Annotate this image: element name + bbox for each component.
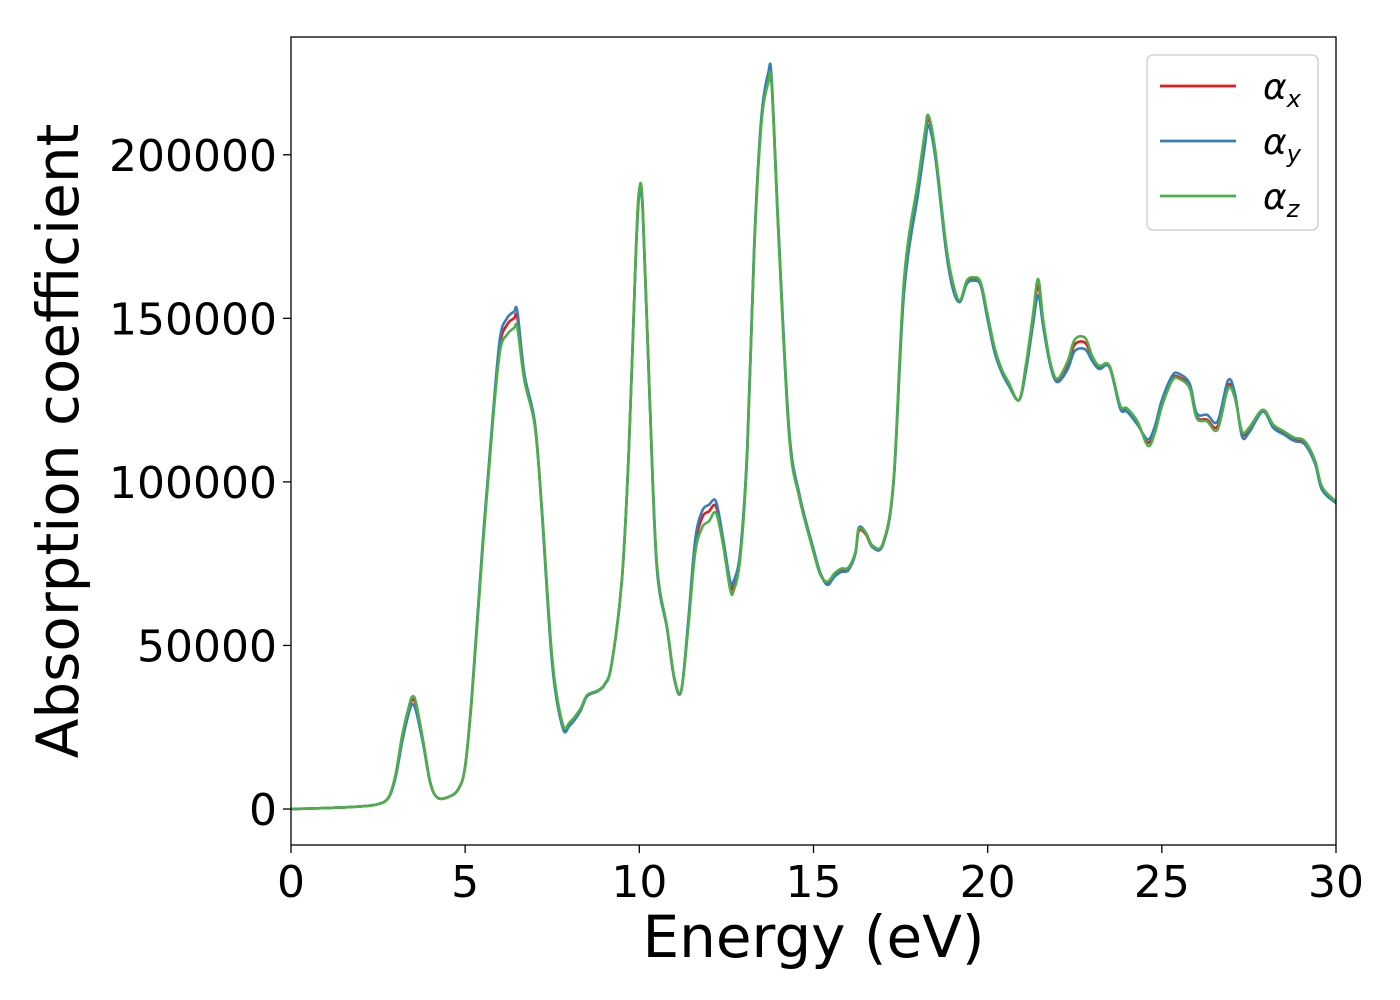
x-tick-label: 5	[451, 857, 479, 908]
x-tick-label: 15	[786, 857, 842, 908]
y-tick-label: 50000	[137, 621, 277, 672]
y-axis-ticks: 0 50000 100000 150000 200000	[109, 131, 291, 836]
legend-label-z: αz	[1263, 177, 1301, 223]
x-axis-title: Energy (eV)	[642, 903, 984, 971]
legend-label-y: αy	[1263, 122, 1302, 168]
y-axis-title: Absorption coefficient	[24, 124, 92, 759]
x-tick-label: 30	[1308, 857, 1364, 908]
x-tick-label: 20	[960, 857, 1016, 908]
legend: αx αy αz	[1146, 54, 1319, 231]
y-tick-label: 200000	[109, 131, 277, 182]
x-axis-ticks: 0 5 10 15 20 25 30	[277, 845, 1364, 908]
y-tick-label: 0	[249, 785, 277, 836]
x-tick-label: 10	[611, 857, 667, 908]
legend-label-x: αx	[1263, 67, 1302, 113]
x-tick-label: 0	[277, 857, 305, 908]
y-tick-label: 100000	[109, 458, 277, 509]
legend-box	[1146, 54, 1319, 231]
y-tick-label: 150000	[109, 294, 277, 345]
x-tick-label: 25	[1134, 857, 1190, 908]
plot-lines	[291, 62, 1336, 811]
series-line-z	[291, 70, 1336, 811]
